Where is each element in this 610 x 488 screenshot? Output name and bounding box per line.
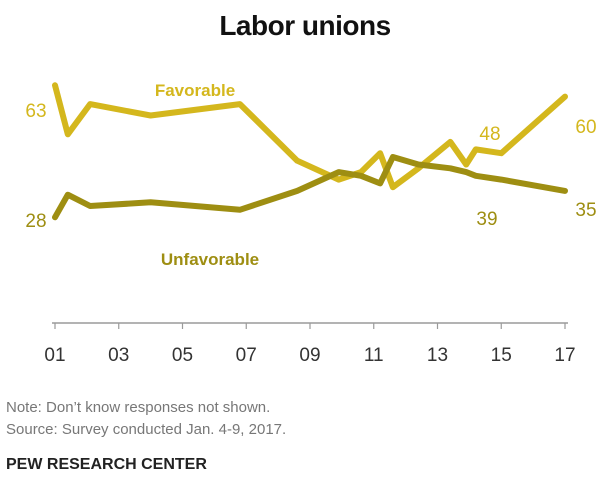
data-value-label: 35	[575, 200, 596, 221]
note-text: Note: Don’t know responses not shown.	[6, 399, 271, 416]
data-value-label: 60	[575, 117, 596, 138]
data-value-label: 39	[476, 209, 497, 230]
x-tick-label: 11	[364, 345, 384, 366]
x-tick-label: 07	[236, 345, 257, 366]
x-tick-label: 03	[108, 345, 129, 366]
x-tick-label: 05	[172, 345, 193, 366]
series-line-unfavorable	[52, 154, 568, 221]
series-name-label: Unfavorable	[161, 250, 259, 269]
data-value-label: 63	[25, 101, 46, 122]
x-tick-label: 17	[554, 345, 575, 366]
series-line-favorable	[52, 82, 568, 191]
data-value-label: 48	[479, 124, 500, 145]
series-name-label: Favorable	[155, 81, 235, 100]
x-tick-label: 09	[299, 345, 320, 366]
brand-logo-text: PEW RESEARCH CENTER	[6, 456, 207, 473]
data-value-label: 28	[25, 211, 46, 232]
x-tick-label: 13	[427, 345, 448, 366]
source-text: Source: Survey conducted Jan. 4-9, 2017.	[6, 421, 287, 438]
x-tick-label: 01	[44, 345, 65, 366]
x-tick-label: 15	[491, 345, 512, 366]
chart-title: Labor unions	[219, 10, 391, 41]
